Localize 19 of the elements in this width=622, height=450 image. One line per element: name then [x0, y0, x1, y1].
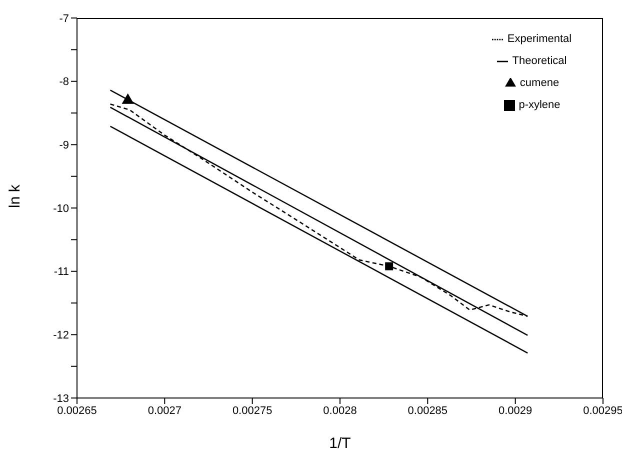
x-tick-label: 0.00275: [232, 404, 272, 417]
y-tick-label: -13: [53, 392, 69, 405]
y-tick-label: -9: [59, 140, 69, 152]
y-tick-label: -12: [53, 330, 69, 342]
y-tick-label: -8: [59, 76, 69, 88]
x-tick-label: 0.0028: [323, 404, 357, 417]
x-tick-label: 0.0027: [148, 404, 182, 417]
x-axis-title: 1/T: [329, 435, 351, 450]
legend-label: p-xylene: [518, 99, 560, 111]
y-tick-label: -11: [54, 266, 69, 278]
y-tick-label: -10: [53, 202, 69, 215]
y-tick-label: -7: [59, 12, 69, 25]
x-tick-label: 0.0029: [498, 404, 532, 417]
legend-label: Experimental: [507, 33, 572, 45]
legend-label: cumene: [520, 77, 560, 89]
x-tick-label: 0.00285: [408, 404, 448, 417]
y-axis-title: ln k: [6, 184, 24, 208]
x-tick-label: 0.00265: [57, 404, 97, 417]
legend-label: Theoretical: [512, 55, 567, 67]
